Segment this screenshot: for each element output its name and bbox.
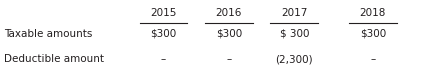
Text: –: – <box>370 55 375 64</box>
Text: 2018: 2018 <box>360 8 386 18</box>
Text: (2,300): (2,300) <box>276 55 313 64</box>
Text: –: – <box>226 55 232 64</box>
Text: 2016: 2016 <box>216 8 242 18</box>
Text: $300: $300 <box>150 29 177 39</box>
Text: Deductible amount: Deductible amount <box>4 55 104 64</box>
Text: –: – <box>161 55 166 64</box>
Text: Taxable amounts: Taxable amounts <box>4 29 93 39</box>
Text: $300: $300 <box>216 29 242 39</box>
Text: $ 300: $ 300 <box>279 29 309 39</box>
Text: $300: $300 <box>360 29 386 39</box>
Text: 2015: 2015 <box>150 8 177 18</box>
Text: 2017: 2017 <box>281 8 307 18</box>
